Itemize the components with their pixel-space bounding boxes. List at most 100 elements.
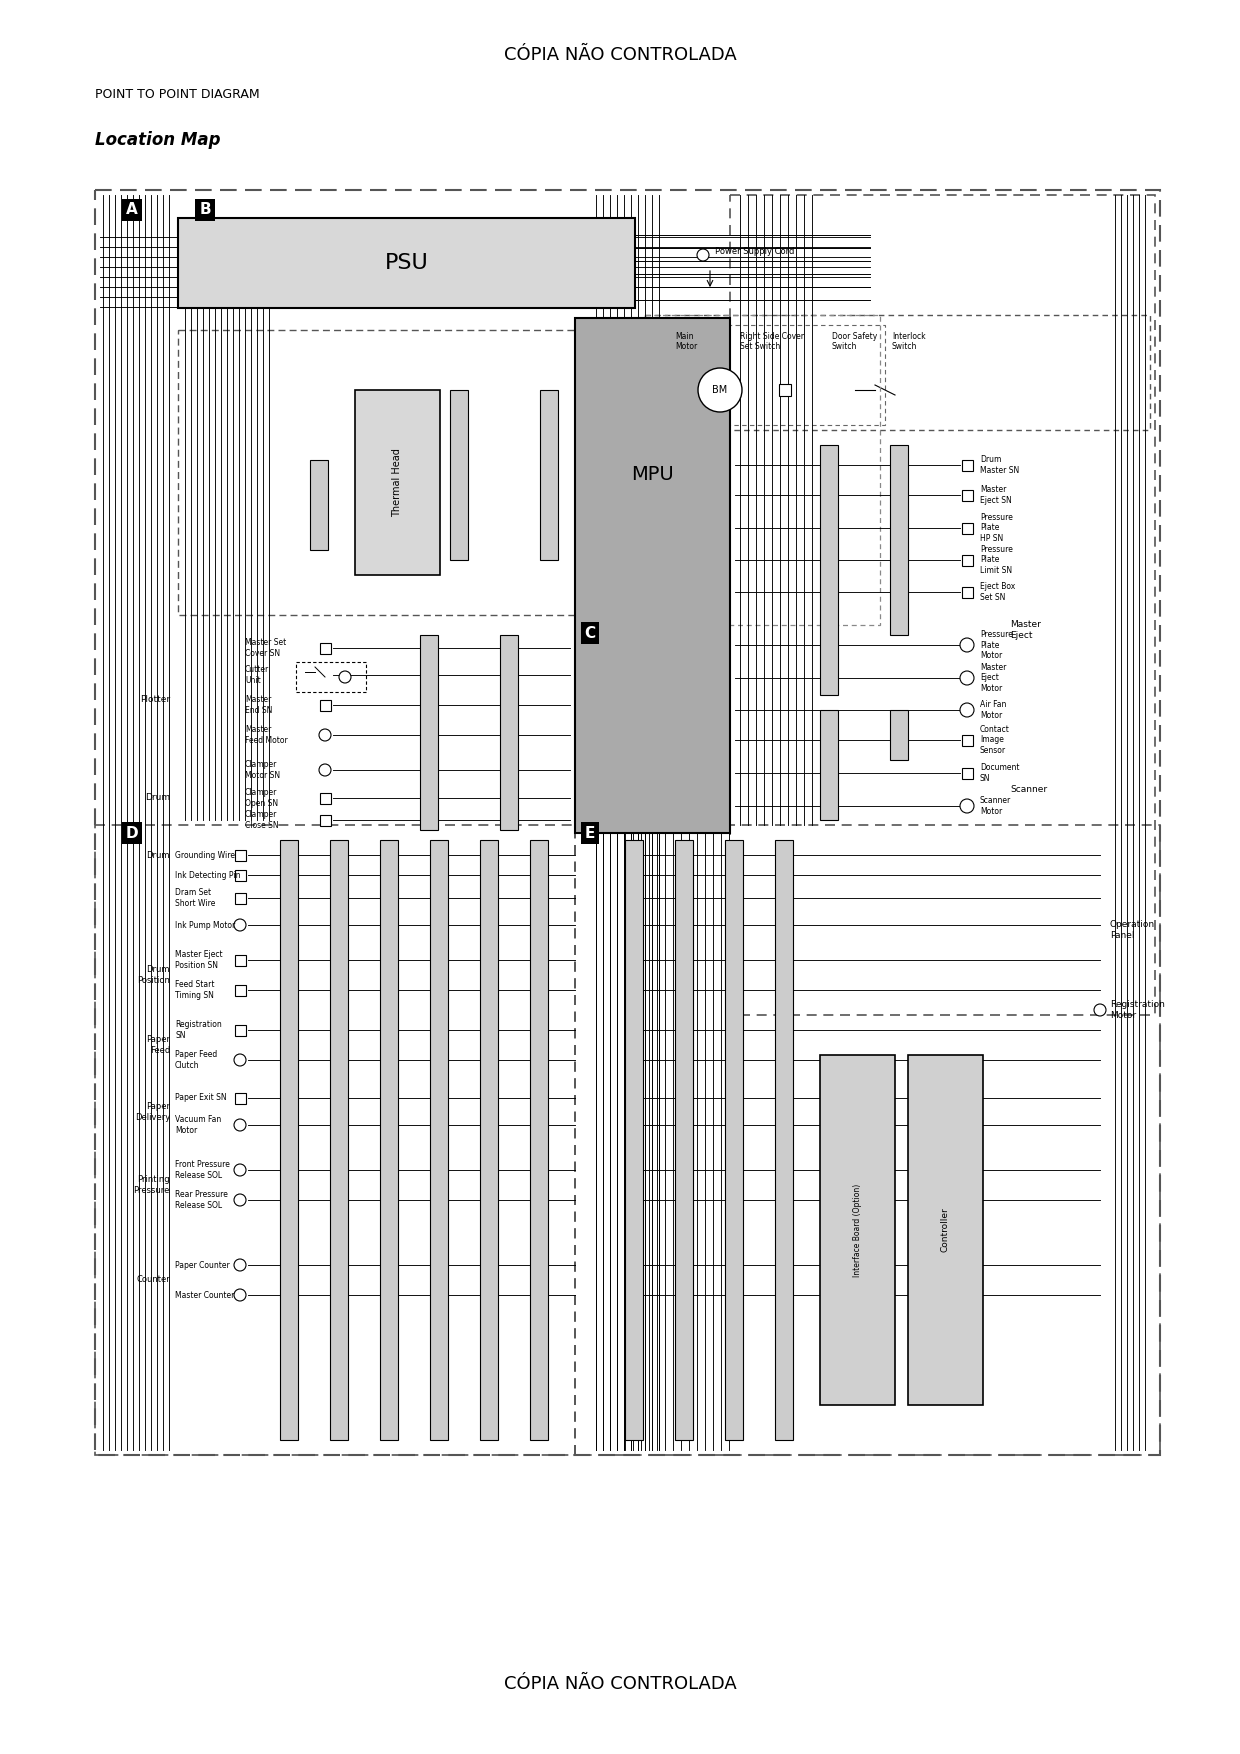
Text: Pressure
Plate
HP SN: Pressure Plate HP SN (980, 514, 1013, 544)
Circle shape (339, 672, 351, 682)
Text: BM: BM (712, 384, 728, 395)
Text: Ink Detecting Pin: Ink Detecting Pin (175, 870, 241, 879)
Text: Paper Counter: Paper Counter (175, 1261, 229, 1270)
Text: Pressure
Plate
Limit SN: Pressure Plate Limit SN (980, 545, 1013, 575)
Bar (730, 195, 1154, 1016)
Text: Ink Pump Motor: Ink Pump Motor (175, 921, 236, 930)
Text: Document
SN: Document SN (980, 763, 1019, 782)
Bar (625, 840, 644, 1440)
Text: Master
Feed Motor: Master Feed Motor (246, 726, 288, 745)
Text: Cutter
Unit: Cutter Unit (246, 665, 269, 684)
Circle shape (234, 1194, 246, 1207)
Bar (539, 389, 558, 560)
Bar (529, 840, 548, 1440)
Text: Interlock
Switch: Interlock Switch (892, 332, 925, 351)
Bar (961, 523, 972, 533)
Bar (908, 1054, 983, 1405)
Bar (320, 642, 331, 654)
Bar (234, 893, 246, 903)
Text: Scanner
Motor: Scanner Motor (980, 796, 1012, 816)
Circle shape (698, 368, 742, 412)
Text: E: E (585, 826, 595, 840)
Text: Vacuum Fan
Motor: Vacuum Fan Motor (175, 1116, 221, 1135)
Text: Front Pressure
Release SOL: Front Pressure Release SOL (175, 1161, 229, 1180)
Bar (890, 446, 908, 635)
Circle shape (960, 672, 973, 686)
Text: Scanner: Scanner (1011, 786, 1047, 795)
Text: Pressure
Plate
Motor: Pressure Plate Motor (980, 630, 1013, 660)
Bar (961, 489, 972, 500)
Text: Master
Eject
Motor: Master Eject Motor (980, 663, 1007, 693)
Text: Clamper
Open SN: Clamper Open SN (246, 788, 278, 807)
Text: Master Eject
Position SN: Master Eject Position SN (175, 951, 223, 970)
Text: Power Supply Cord: Power Supply Cord (715, 247, 795, 256)
Bar (234, 1024, 246, 1035)
Text: Thermal Head: Thermal Head (393, 447, 403, 517)
Text: Grounding Wire: Grounding Wire (175, 851, 236, 859)
Text: Printing
Pressure: Printing Pressure (134, 1175, 170, 1194)
Circle shape (319, 730, 331, 740)
Bar (296, 661, 366, 693)
Text: POINT TO POINT DIAGRAM: POINT TO POINT DIAGRAM (95, 88, 259, 102)
Circle shape (960, 800, 973, 814)
Bar (480, 840, 498, 1440)
Bar (725, 840, 743, 1440)
Text: D: D (125, 826, 139, 840)
Bar (430, 840, 448, 1440)
Bar (234, 954, 246, 965)
Bar (234, 849, 246, 861)
Text: Master Counter: Master Counter (175, 1291, 234, 1300)
Text: C: C (584, 626, 595, 640)
Bar (890, 710, 908, 759)
Text: Interface Board (Option): Interface Board (Option) (853, 1184, 862, 1277)
Bar (330, 840, 348, 1440)
Text: Main
Motor: Main Motor (675, 332, 697, 351)
Bar (234, 870, 246, 881)
Circle shape (234, 1119, 246, 1131)
Text: Paper Exit SN: Paper Exit SN (175, 1093, 227, 1103)
Text: Clamper
Close SN: Clamper Close SN (246, 810, 279, 830)
Circle shape (960, 703, 973, 717)
Bar (310, 460, 329, 551)
Bar (320, 814, 331, 826)
Text: Counter: Counter (136, 1275, 170, 1284)
Text: Controller: Controller (940, 1207, 950, 1252)
Text: CÓPIA NÃO CONTROLADA: CÓPIA NÃO CONTROLADA (503, 46, 737, 63)
Bar (95, 824, 575, 1456)
Text: MPU: MPU (631, 465, 673, 484)
Text: B: B (200, 202, 211, 217)
Bar (179, 330, 645, 616)
Bar (179, 217, 635, 309)
Bar (234, 1093, 246, 1103)
Text: Rear Pressure
Release SOL: Rear Pressure Release SOL (175, 1191, 228, 1210)
Bar (675, 840, 693, 1440)
Circle shape (960, 638, 973, 652)
Text: PSU: PSU (384, 253, 428, 274)
Bar (355, 389, 440, 575)
Text: Eject Box
Set SN: Eject Box Set SN (980, 582, 1016, 602)
Text: CÓPIA NÃO CONTROLADA: CÓPIA NÃO CONTROLADA (503, 1675, 737, 1693)
Bar (645, 316, 1149, 430)
Bar (379, 840, 398, 1440)
Text: Air Fan
Motor: Air Fan Motor (980, 700, 1007, 719)
Text: Feed Start
Timing SN: Feed Start Timing SN (175, 980, 215, 1000)
Text: Master
Eject: Master Eject (1011, 621, 1040, 640)
Bar (961, 554, 972, 565)
Bar (320, 700, 331, 710)
Bar (575, 317, 730, 833)
Bar (575, 824, 1159, 1456)
Circle shape (697, 249, 709, 261)
Text: Right Side Cover
Set Switch: Right Side Cover Set Switch (740, 332, 804, 351)
Bar (280, 840, 298, 1440)
Bar (645, 316, 880, 624)
Text: Master
Eject SN: Master Eject SN (980, 486, 1012, 505)
Bar (961, 586, 972, 598)
Text: Master Set
Cover SN: Master Set Cover SN (246, 638, 286, 658)
Circle shape (234, 1259, 246, 1272)
Text: Drum: Drum (146, 851, 170, 859)
Text: Master
End SN: Master End SN (246, 695, 273, 714)
Text: Drum
Master SN: Drum Master SN (980, 456, 1019, 475)
Circle shape (234, 1165, 246, 1175)
Text: Drum: Drum (145, 793, 170, 802)
Text: Paper
Feed: Paper Feed (146, 1035, 170, 1054)
